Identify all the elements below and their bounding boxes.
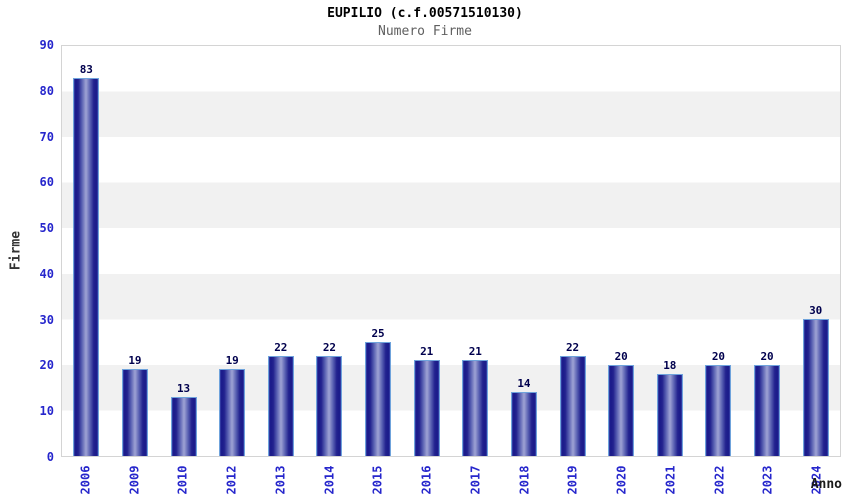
bar-slot: 21: [402, 46, 451, 456]
x-tick-cell: 2010: [159, 461, 208, 499]
chart-subtitle: Numero Firme: [378, 24, 472, 39]
bar-value-label: 22: [565, 340, 580, 354]
bar-slot: 83: [62, 46, 111, 456]
bar-slot: 20: [743, 46, 792, 456]
y-tick-label: 60: [39, 175, 54, 190]
bar-2017: 21: [462, 345, 489, 456]
bars-container: 83 19 13 19 22 22 25 21 21 14 22 20 18 20 20 30: [62, 46, 840, 456]
bar-2019: 22: [559, 341, 586, 456]
bar-value-label: 20: [614, 349, 628, 363]
x-tick-label: 2010: [175, 465, 190, 495]
bar-slot: 18: [646, 46, 695, 456]
x-tick-label: 2016: [419, 465, 434, 495]
bar-slot: 22: [257, 46, 306, 456]
bar-value-label: 21: [468, 345, 482, 359]
y-axis: 0 10 20 30 40 50 60 70 80 90: [0, 38, 54, 464]
y-tick-label: 50: [39, 221, 54, 236]
bar-2013: 22: [267, 341, 294, 456]
x-tick-label: 2014: [322, 465, 337, 495]
bar-slot: 19: [208, 46, 257, 456]
bar-2024: 30: [802, 304, 829, 456]
bar-slot: 14: [500, 46, 549, 456]
y-tick-label: 0: [46, 450, 54, 464]
bar-slot: 22: [305, 46, 354, 456]
x-tick-cell: 2023: [744, 461, 793, 499]
bar-value-label: 14: [517, 377, 531, 391]
bar-value-label: 30: [809, 304, 823, 318]
bar-value-label: 20: [760, 349, 774, 363]
x-tick-label: 2009: [127, 465, 142, 495]
x-tick-cell: 2006: [61, 461, 110, 499]
bar-value-label: 83: [79, 62, 93, 76]
x-tick-label: 2022: [712, 465, 727, 495]
bar-2010: 13: [170, 382, 197, 456]
y-tick-label: 20: [39, 358, 54, 373]
x-axis-title: Anno: [810, 477, 842, 492]
bar-value-label: 25: [371, 327, 385, 341]
bar-2021: 18: [656, 359, 683, 456]
y-tick-label: 30: [39, 312, 54, 327]
bar-2023: 20: [754, 350, 781, 456]
bar-slot: 13: [159, 46, 208, 456]
chart-title: EUPILIO (c.f.00571510130): [327, 6, 523, 21]
bar-2015: 25: [365, 327, 392, 456]
plot-area: 83 19 13 19 22 22 25 21 21 14 22 20 18 20 20 30: [61, 45, 841, 457]
bar-value-label: 13: [176, 381, 191, 395]
bar-2012: 19: [219, 354, 246, 456]
x-tick-label: 2018: [517, 465, 532, 495]
x-tick-cell: 2022: [695, 461, 744, 499]
bar-value-label: 21: [420, 345, 434, 359]
bar-2014: 22: [316, 341, 343, 456]
x-tick-label: 2013: [273, 465, 288, 495]
x-tick-cell: 2018: [500, 461, 549, 499]
y-tick-label: 90: [39, 38, 54, 52]
bar-value-label: 18: [663, 359, 677, 372]
x-tick-cell: 2013: [256, 461, 305, 499]
bar-slot: 20: [694, 46, 743, 456]
bar-value-label: 22: [274, 340, 288, 354]
x-tick-cell: 2017: [451, 461, 500, 499]
x-tick-label: 2006: [78, 465, 93, 495]
y-tick-label: 70: [39, 129, 54, 144]
bar-slot: 25: [354, 46, 403, 456]
bar-2016: 21: [413, 345, 440, 456]
x-tick-cell: 2015: [354, 461, 403, 499]
x-tick-label: 2017: [468, 465, 483, 495]
x-tick-cell: 2014: [305, 461, 354, 499]
x-tick-label: 2021: [663, 465, 678, 495]
x-tick-cell: 2016: [402, 461, 451, 499]
bar-value-label: 19: [225, 354, 239, 368]
x-tick-cell: 2012: [207, 461, 256, 499]
bar-2018: 14: [510, 377, 537, 456]
x-tick-cell: 2020: [597, 461, 646, 499]
x-tick-cell: 2009: [110, 461, 159, 499]
x-axis: 2006 2009 2010 2012 2013 2014 2015 2016 2017 2018…: [61, 461, 841, 499]
bar-value-label: 22: [322, 340, 337, 354]
bar-2009: 19: [121, 354, 148, 456]
x-tick-label: 2015: [370, 465, 385, 495]
x-tick-label: 2012: [224, 465, 239, 495]
x-tick-label: 2019: [565, 465, 580, 495]
x-tick-cell: 2021: [646, 461, 695, 499]
bar-2006: 83: [73, 63, 100, 456]
bar-slot: 22: [548, 46, 597, 456]
bar-2022: 20: [705, 350, 732, 456]
y-tick-label: 80: [39, 83, 54, 98]
bar-slot: 21: [451, 46, 500, 456]
bar-2020: 20: [608, 350, 635, 456]
x-tick-label: 2023: [760, 465, 775, 495]
bar-slot: 19: [111, 46, 160, 456]
x-tick-cell: 2019: [549, 461, 598, 499]
y-tick-label: 40: [39, 266, 54, 281]
bar-slot: 30: [791, 46, 840, 456]
bar-slot: 20: [597, 46, 646, 456]
x-tick-label: 2020: [614, 465, 629, 495]
y-tick-label: 10: [39, 404, 54, 419]
bar-value-label: 20: [711, 349, 726, 363]
bar-value-label: 19: [128, 354, 142, 368]
